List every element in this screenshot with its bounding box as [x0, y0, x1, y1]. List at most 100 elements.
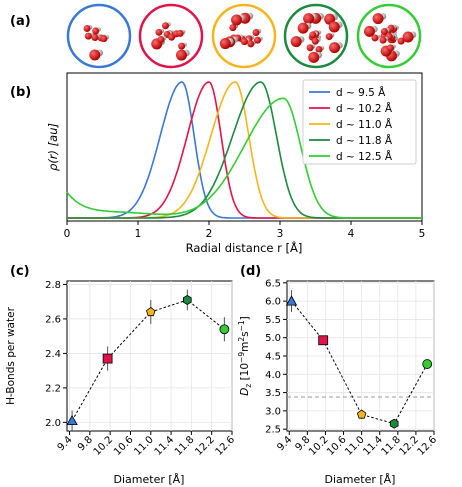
panel-a-label: (a) — [10, 14, 31, 29]
oxygen-atom — [162, 22, 170, 30]
oxygen-atom — [247, 40, 255, 48]
oxygen-atom — [371, 34, 379, 42]
y-tick-label: 2.4 — [45, 349, 61, 360]
x-tick-label: 5 — [419, 228, 426, 240]
x-tick-label: 11.8 — [173, 434, 197, 458]
nanotube-cross-section — [356, 3, 422, 69]
x-tick-label: 0 — [64, 228, 71, 240]
x-tick-label: 9.4 — [56, 434, 75, 453]
nanotube-cross-section — [66, 3, 132, 69]
oxygen-atom — [311, 37, 319, 45]
x-tick-label: 12.6 — [214, 434, 238, 458]
oxygen-atom — [178, 42, 186, 50]
oxygen-atom — [363, 25, 375, 37]
legend-entry: d ~ 11.8 Å — [336, 134, 393, 147]
panel-c-frame — [66, 280, 233, 432]
oxygen-atom — [92, 27, 100, 35]
x-tick-label: 12.6 — [416, 434, 440, 458]
y-tick-label: 6.5 — [265, 278, 281, 289]
panel-a-structures — [66, 3, 422, 69]
oxygen-atom — [240, 38, 248, 46]
data-point-marker — [66, 414, 78, 426]
y-tick-label: 2.2 — [45, 383, 61, 394]
oxygen-atom — [308, 51, 320, 63]
panel-c-xlabel: Diameter [Å] — [114, 473, 185, 486]
x-tick-label: 12.2 — [398, 434, 422, 458]
x-tick-label: 11.8 — [379, 434, 403, 458]
data-point-marker — [102, 353, 113, 364]
oxygen-atom — [219, 38, 231, 50]
y-tick-label: 6.0 — [265, 297, 281, 308]
oxygen-atom — [231, 14, 243, 26]
panel-c-ylabel: H-Bonds per water — [5, 306, 17, 404]
panel-b-label: (b) — [10, 85, 31, 100]
y-tick-label: 3.0 — [265, 406, 281, 417]
density-curve — [66, 97, 422, 219]
legend-entry: d ~ 12.5 Å — [336, 150, 393, 163]
x-tick-label: 10.2 — [92, 434, 116, 458]
x-tick-label: 1 — [135, 228, 142, 240]
legend-box — [302, 79, 417, 165]
x-tick-label: 10.2 — [307, 434, 331, 458]
oxygen-atom — [290, 36, 302, 48]
nanotube-cross-section — [283, 3, 349, 69]
oxygen-atom — [380, 27, 388, 35]
oxygen-atom — [155, 28, 163, 36]
oxygen-atom — [297, 22, 309, 34]
oxygen-atom — [328, 21, 340, 33]
oxygen-atom — [229, 24, 237, 32]
x-tick-label: 11.4 — [361, 434, 385, 458]
y-tick-label: 2.0 — [45, 418, 61, 429]
legend-entry: d ~ 11.0 Å — [336, 118, 393, 131]
y-tick-label: 5.5 — [265, 315, 281, 326]
oxygen-atom — [157, 36, 165, 44]
legend-entry: d ~ 9.5 Å — [336, 86, 386, 99]
x-tick-label: 10.6 — [112, 434, 136, 458]
oxygen-atom — [303, 13, 315, 25]
oxygen-atom — [176, 29, 184, 37]
panel-d-ylabel: Dz [10−9m2s−1] — [237, 316, 253, 396]
x-tick-label: 11.0 — [343, 434, 367, 458]
panel-d-label: (d) — [240, 264, 261, 279]
trend-line — [71, 299, 225, 421]
oxygen-atom — [306, 44, 314, 52]
y-tick-label: 2.8 — [45, 280, 61, 291]
oxygen-atom — [397, 37, 405, 45]
data-point-marker — [182, 295, 192, 305]
oxygen-atom — [168, 33, 176, 41]
oxygen-atom — [84, 32, 92, 40]
x-tick-label: 10.6 — [325, 434, 349, 458]
oxygen-atom — [83, 24, 91, 32]
panel-c-label: (c) — [10, 264, 30, 279]
oxygen-atom — [379, 36, 387, 44]
x-tick-label: 11.0 — [132, 434, 156, 458]
oxygen-atom — [252, 29, 260, 37]
oxygen-atom — [329, 42, 341, 54]
data-point-marker — [285, 295, 298, 306]
x-tick-label: 11.4 — [153, 434, 177, 458]
oxygen-atom — [309, 31, 317, 39]
oxygen-atom — [253, 36, 261, 44]
panel-d-diffusion-chart: 2.53.03.54.04.55.05.56.06.59.4 9.810.210.… — [237, 278, 439, 486]
data-point-marker — [389, 418, 399, 429]
nanotube-cross-section — [211, 3, 277, 69]
x-tick-label: 2 — [206, 228, 213, 240]
data-point-marker — [422, 359, 433, 369]
nanotube-cross-section — [138, 3, 204, 69]
y-tick-label: 3.5 — [265, 388, 281, 399]
panel-b-legend: d ~ 9.5 Å d ~ 10.2 Å d ~ 11.0 Å d ~ 11.8 Å d… — [302, 79, 417, 165]
panel-b-frame — [66, 72, 423, 222]
x-tick-label: 12.2 — [193, 434, 217, 458]
oxygen-atom — [372, 13, 384, 25]
panel-b-xlabel: Radial distance r [Å] — [186, 240, 303, 255]
oxygen-atom — [315, 45, 323, 53]
y-tick-label: 2.6 — [45, 314, 61, 325]
panel-b-density-chart: 0 1 2 3 4 5 Radial distance r [Å] ρ(r) [au] d… — [46, 72, 426, 255]
y-tick-label: 2.5 — [265, 425, 281, 436]
x-tick-label: 3 — [277, 228, 284, 240]
oxygen-atom — [100, 35, 108, 43]
oxygen-atom — [325, 33, 333, 41]
x-tick-label: 4 — [348, 228, 355, 240]
legend-entry: d ~ 10.2 Å — [336, 102, 393, 115]
data-point-marker — [356, 409, 367, 419]
